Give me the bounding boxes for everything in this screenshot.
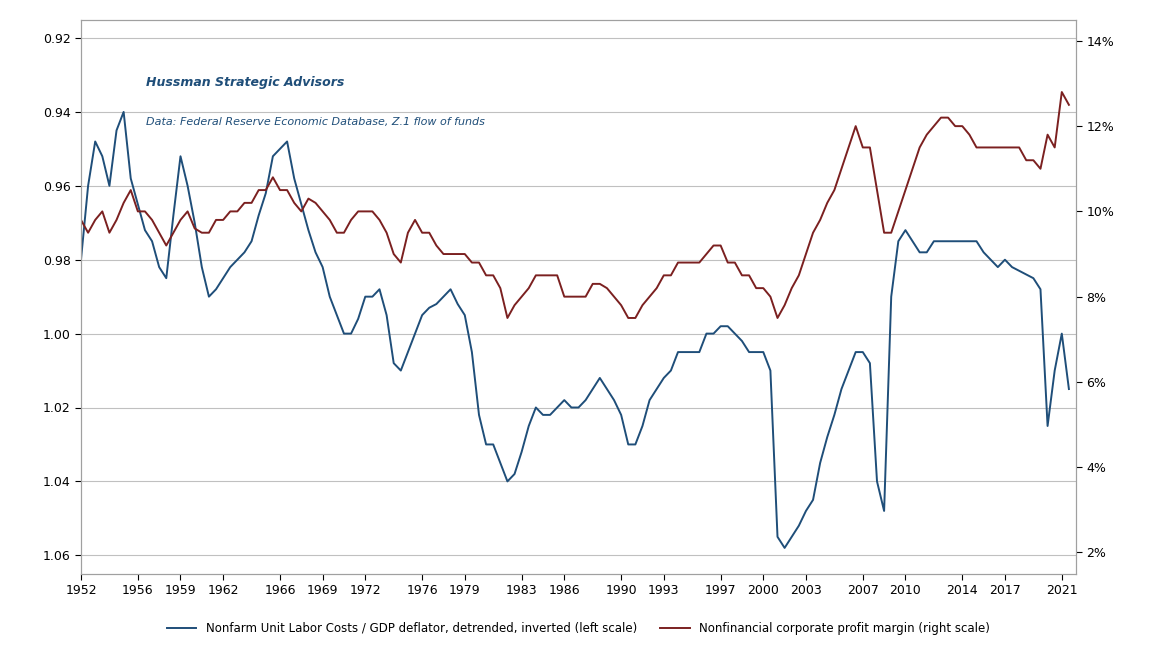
Text: Hussman Strategic Advisors: Hussman Strategic Advisors xyxy=(146,76,344,89)
Nonfinancial corporate profit margin (right scale) xyxy=(74,216,88,224)
Line: Nonfarm Unit Labor Costs / GDP deflator, detrended, inverted (left scale): Nonfarm Unit Labor Costs / GDP deflator,… xyxy=(81,112,1069,548)
Text: Data: Federal Reserve Economic Database, Z.1 flow of funds: Data: Federal Reserve Economic Database,… xyxy=(146,117,485,127)
Nonfinancial corporate profit margin (right scale) xyxy=(131,207,145,215)
Nonfarm Unit Labor Costs / GDP deflator, detrended, inverted (left scale) xyxy=(1062,385,1076,393)
Nonfinancial corporate profit margin (right scale) xyxy=(486,271,500,279)
Line: Nonfinancial corporate profit margin (right scale): Nonfinancial corporate profit margin (ri… xyxy=(81,92,1069,318)
Nonfarm Unit Labor Costs / GDP deflator, detrended, inverted (left scale) xyxy=(572,404,585,411)
Nonfarm Unit Labor Costs / GDP deflator, detrended, inverted (left scale) xyxy=(778,544,791,552)
Nonfarm Unit Labor Costs / GDP deflator, detrended, inverted (left scale) xyxy=(110,126,124,134)
Nonfinancial corporate profit margin (right scale) xyxy=(174,216,187,224)
Legend: Nonfarm Unit Labor Costs / GDP deflator, detrended, inverted (left scale), Nonfi: Nonfarm Unit Labor Costs / GDP deflator,… xyxy=(162,617,995,640)
Nonfarm Unit Labor Costs / GDP deflator, detrended, inverted (left scale) xyxy=(180,182,194,190)
Nonfinancial corporate profit margin (right scale) xyxy=(252,186,266,194)
Nonfarm Unit Labor Costs / GDP deflator, detrended, inverted (left scale) xyxy=(74,256,88,263)
Nonfinancial corporate profit margin (right scale) xyxy=(110,216,124,224)
Nonfarm Unit Labor Costs / GDP deflator, detrended, inverted (left scale) xyxy=(259,189,273,197)
Nonfinancial corporate profit margin (right scale) xyxy=(501,314,515,322)
Nonfinancial corporate profit margin (right scale) xyxy=(572,293,585,301)
Nonfarm Unit Labor Costs / GDP deflator, detrended, inverted (left scale) xyxy=(117,108,131,116)
Nonfinancial corporate profit margin (right scale) xyxy=(1062,101,1076,109)
Nonfinancial corporate profit margin (right scale) xyxy=(1055,88,1069,96)
Nonfarm Unit Labor Costs / GDP deflator, detrended, inverted (left scale) xyxy=(138,226,152,234)
Nonfarm Unit Labor Costs / GDP deflator, detrended, inverted (left scale) xyxy=(493,459,507,467)
